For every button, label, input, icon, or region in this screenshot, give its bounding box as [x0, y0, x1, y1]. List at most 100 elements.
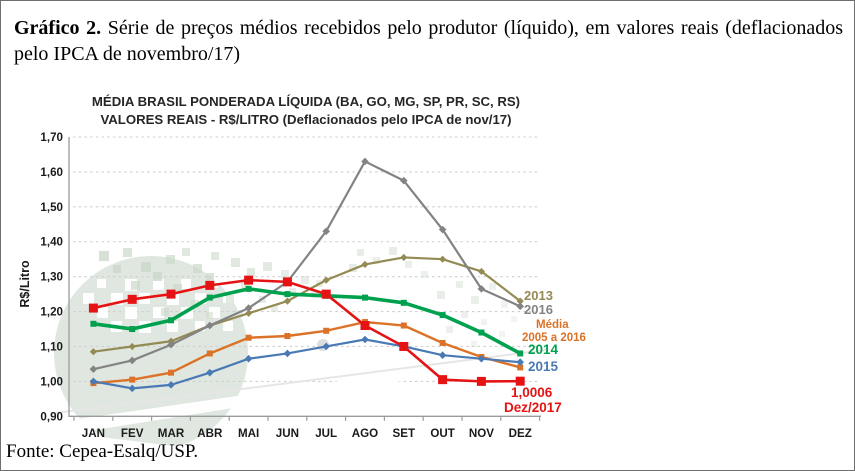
x-tick-label: AGO — [352, 427, 378, 440]
pixel-square — [357, 249, 364, 256]
marker — [244, 304, 253, 312]
marker — [205, 280, 215, 290]
mosaic-square — [97, 279, 106, 288]
marker — [282, 277, 292, 287]
marker — [244, 275, 254, 285]
y-tick-label: 1,00 — [40, 375, 63, 388]
pixel-square — [389, 247, 397, 255]
marker — [438, 375, 448, 385]
marker — [323, 327, 330, 334]
y-axis-title: R$/Litro — [18, 260, 32, 308]
pixel-square — [481, 319, 487, 325]
marker — [89, 348, 97, 356]
marker — [245, 334, 252, 341]
figure-caption: Gráfico 2. Série de preços médios recebi… — [14, 15, 843, 67]
pixel-square — [263, 262, 272, 271]
marker — [167, 381, 175, 389]
pixel-square — [182, 248, 190, 256]
series-2017-line — [92, 278, 522, 383]
marker — [517, 350, 524, 357]
pixel-square — [166, 255, 175, 264]
marker — [361, 260, 369, 269]
mosaic-square — [83, 293, 94, 304]
pixel-square — [247, 268, 255, 276]
swoosh-edge — [54, 349, 547, 414]
series-label-2015: 2015 — [528, 359, 559, 374]
marker — [517, 364, 524, 371]
marker — [284, 291, 291, 298]
series-label-m-dia: Média — [536, 319, 569, 331]
marker — [89, 377, 98, 386]
mosaic-square — [195, 293, 206, 304]
marker — [206, 350, 213, 357]
pixel-square — [206, 273, 214, 281]
series-label-2005-a-2016: 2005 a 2016 — [522, 332, 586, 344]
mosaic-square — [209, 307, 220, 318]
series-label-2016: 2016 — [524, 302, 553, 317]
marker — [283, 297, 291, 305]
pixel-square — [113, 265, 121, 273]
pixel-square — [446, 326, 453, 333]
marker — [245, 309, 253, 317]
marker — [206, 294, 213, 301]
marker — [516, 302, 524, 311]
marker — [166, 289, 176, 299]
marker — [399, 341, 409, 351]
marker — [168, 317, 174, 324]
marker — [321, 289, 331, 299]
pixel-square — [421, 271, 428, 278]
pixel-square — [131, 281, 140, 290]
marker — [400, 299, 407, 306]
pixel-square — [123, 248, 132, 257]
pixel-square — [271, 305, 278, 312]
y-tick-label: 1,10 — [40, 340, 63, 353]
pixel-square — [191, 300, 199, 308]
mosaic-square — [223, 321, 233, 331]
marker — [129, 326, 136, 333]
axes — [68, 137, 541, 421]
series-label-1-0006: 1,0006 — [511, 385, 553, 400]
pixel-square — [511, 316, 517, 322]
mosaic-square — [181, 279, 191, 289]
x-tick-label: MAR — [158, 427, 185, 440]
mosaic-square — [195, 321, 205, 331]
pixel-square — [301, 276, 309, 284]
y-tick-label: 0,90 — [40, 410, 63, 423]
marker — [400, 253, 408, 262]
pixel-square — [471, 296, 479, 304]
x-tick-label: NOV — [469, 427, 494, 440]
axis-line — [68, 137, 541, 417]
y-tick-label: 1,40 — [40, 236, 63, 249]
marker — [127, 294, 137, 304]
pixel-square — [153, 272, 162, 281]
pixel-square — [241, 282, 249, 290]
marker — [88, 303, 98, 313]
marker — [439, 339, 446, 346]
series-2015-line — [92, 338, 522, 390]
swoosh-wedge — [51, 431, 231, 453]
pixel-square — [281, 270, 289, 278]
marker — [128, 342, 136, 351]
pixel-square — [173, 284, 182, 293]
pixel-square — [489, 283, 496, 290]
marker — [400, 176, 408, 185]
marker — [128, 356, 136, 365]
figure-caption-text: Série de preços médios recebidos pelo pr… — [14, 17, 843, 65]
x-tick-label: ABR — [197, 427, 223, 440]
series-2017-markers — [88, 275, 525, 386]
marker — [477, 354, 486, 363]
pixel-square — [231, 258, 240, 267]
series-2014-line — [91, 287, 523, 356]
marker — [206, 368, 214, 377]
series-lines — [88, 157, 525, 393]
mosaic-square — [153, 307, 164, 318]
marker — [322, 342, 330, 351]
mosaic-square — [167, 321, 178, 332]
marker — [477, 267, 485, 276]
mosaic-square — [97, 307, 108, 318]
marker — [400, 322, 407, 329]
marker — [244, 354, 253, 363]
swoosh-band — [51, 351, 546, 437]
marker — [322, 227, 330, 236]
